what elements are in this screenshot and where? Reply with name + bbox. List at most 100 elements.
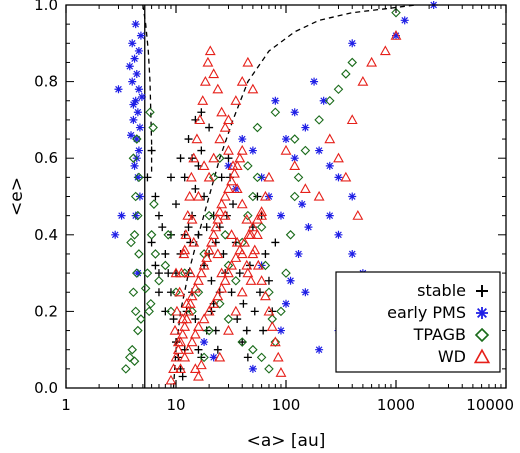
data-point-wd — [216, 106, 228, 117]
data-point-wd — [236, 198, 248, 209]
data-point-tpagb — [252, 122, 263, 133]
data-point-early-pms — [114, 85, 123, 94]
legend-label-stable: stable — [417, 281, 466, 300]
data-point-wd — [183, 344, 194, 354]
legend-marker-wd — [473, 348, 491, 364]
data-point-stable — [158, 223, 167, 232]
data-point-wd — [175, 363, 186, 373]
data-point-wd — [170, 267, 182, 278]
data-point-stable — [224, 154, 233, 163]
data-point-tpagb — [300, 145, 311, 156]
data-point-wd — [180, 229, 192, 239]
data-point-stable — [243, 353, 252, 362]
data-point-tpagb — [133, 210, 143, 221]
data-point-stable — [194, 230, 203, 239]
data-point-tpagb — [128, 287, 139, 298]
data-point-wd — [170, 351, 182, 362]
x-tick-label: 100 — [272, 396, 301, 414]
data-point-early-pms — [325, 161, 334, 170]
data-point-tpagb — [160, 260, 171, 271]
data-point-wd — [193, 190, 204, 201]
data-point-stable — [169, 315, 178, 324]
data-point-early-pms — [290, 154, 299, 163]
data-point-tpagb — [148, 122, 158, 133]
legend-box — [335, 271, 501, 373]
data-point-tpagb — [243, 210, 253, 221]
data-point-tpagb — [264, 287, 274, 298]
data-point-tpagb — [285, 230, 296, 240]
data-point-stable — [147, 238, 156, 247]
data-point-stable — [207, 276, 216, 285]
data-point-wd — [227, 160, 239, 171]
data-point-tpagb — [193, 287, 204, 298]
data-point-tpagb — [124, 352, 135, 363]
data-point-wd — [226, 175, 238, 186]
data-point-wd — [201, 252, 213, 262]
data-point-stable — [154, 269, 163, 278]
data-point-tpagb — [130, 191, 141, 202]
legend-marker-early-pms — [476, 307, 488, 319]
data-point-stable — [197, 146, 206, 155]
data-point-tpagb — [214, 298, 225, 309]
data-point-tpagb — [252, 172, 263, 183]
data-point-tpagb — [324, 95, 335, 106]
data-point-early-pms — [133, 108, 142, 117]
data-point-stable — [154, 288, 163, 297]
data-point-tpagb — [126, 237, 136, 248]
data-point-wd — [219, 210, 231, 220]
data-point-early-pms — [290, 108, 299, 117]
data-point-early-pms — [392, 31, 400, 40]
data-point-tpagb — [121, 364, 131, 374]
data-point-wd — [203, 305, 215, 316]
y-tick-label: 0.0 — [34, 379, 58, 397]
data-point-wd — [198, 259, 210, 270]
data-point-wd — [210, 221, 222, 232]
data-point-stable — [239, 299, 248, 308]
data-point-wd — [177, 313, 189, 324]
data-point-tpagb — [149, 199, 159, 209]
data-point-wd — [390, 30, 402, 40]
data-point-stable — [176, 154, 185, 163]
data-point-wd — [194, 114, 206, 125]
data-point-wd — [247, 83, 259, 94]
data-point-tpagb — [145, 107, 155, 118]
legend-marker-tpagb — [474, 327, 490, 343]
data-point-tpagb — [256, 352, 267, 363]
data-point-wd — [352, 210, 364, 220]
data-point-wd — [247, 248, 259, 259]
data-point-stable — [147, 146, 156, 155]
data-point-early-pms — [125, 62, 134, 71]
data-point-stable — [184, 223, 193, 232]
data-point-stable — [264, 276, 273, 285]
y-tick-label: 1.0 — [34, 0, 58, 14]
data-point-wd — [231, 236, 243, 247]
data-point-wd — [259, 190, 271, 201]
data-point-wd — [165, 374, 177, 385]
data-point-wd — [189, 282, 201, 293]
data-point-stable — [151, 192, 160, 201]
data-point-wd — [243, 229, 255, 239]
data-point-wd — [379, 45, 391, 56]
data-point-early-pms — [200, 338, 209, 347]
data-point-tpagb — [341, 69, 351, 79]
data-point-stable — [233, 315, 242, 324]
data-point-wd — [324, 133, 336, 144]
legend-label-wd: WD — [438, 347, 466, 366]
data-point-early-pms — [325, 211, 334, 220]
data-point-stable — [202, 223, 211, 232]
data-point-tpagb — [129, 356, 140, 366]
data-point-tpagb — [132, 268, 142, 278]
data-point-tpagb — [293, 172, 304, 183]
data-point-wd — [269, 336, 281, 347]
data-point-early-pms — [134, 85, 143, 94]
data-point-wd — [186, 290, 198, 301]
data-point-early-pms — [264, 192, 273, 201]
data-point-stable — [268, 307, 277, 316]
data-point-tpagb — [136, 314, 146, 324]
data-point-early-pms — [315, 146, 324, 155]
data-point-stable — [191, 315, 200, 324]
data-point-early-pms — [248, 146, 257, 155]
data-point-stable — [238, 338, 247, 347]
data-point-wd — [263, 171, 275, 182]
data-point-wd — [208, 229, 220, 239]
